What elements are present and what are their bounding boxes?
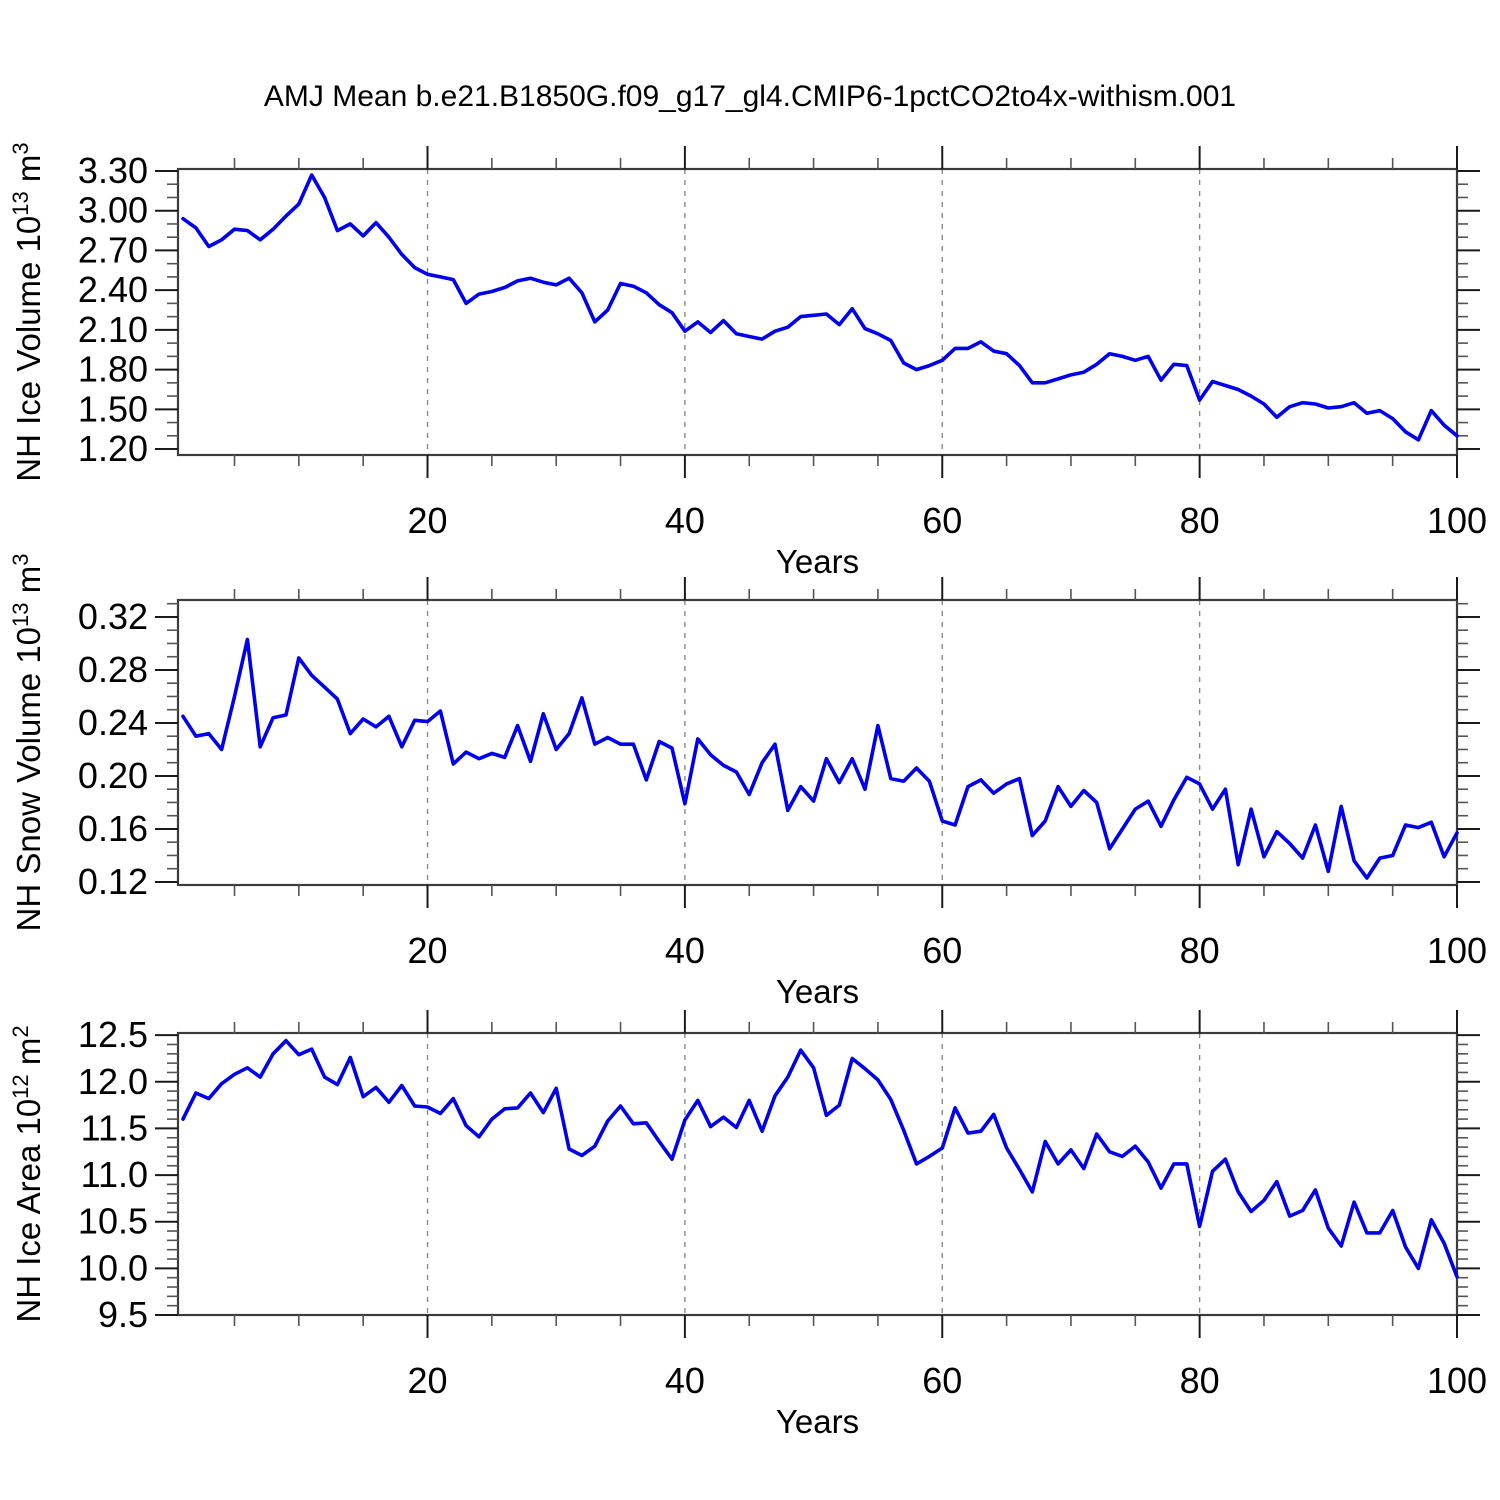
y-tick-label: 3.30: [78, 150, 148, 191]
y-tick-label: 0.20: [78, 755, 148, 796]
y-tick-label: 0.12: [78, 861, 148, 902]
y-tick-label: 0.24: [78, 702, 148, 743]
x-tick-label: 80: [1180, 1360, 1220, 1401]
y-tick-label: 2.10: [78, 309, 148, 350]
y-tick-label: 3.00: [78, 190, 148, 231]
y-tick-label: 2.40: [78, 269, 148, 310]
y-tick-label: 2.70: [78, 229, 148, 270]
y-tick-label: 11.0: [81, 1154, 148, 1195]
y-tick-label: 1.50: [78, 388, 148, 429]
y-axis-label: NH Ice Volume 1013 m3: [8, 142, 48, 481]
x-tick-label: 60: [922, 930, 962, 971]
x-tick-label: 60: [922, 1360, 962, 1401]
chart-1: 20 40 60 80 100 Years 3.303.002.702.402.101.80…: [8, 142, 1488, 580]
y-tick-label: 0.16: [78, 808, 148, 849]
x-tick-label: 100: [1427, 1360, 1487, 1401]
y-tick-label: 10.0: [78, 1247, 148, 1288]
figure-title: AMJ Mean b.e21.B1850G.f09_g17_gl4.CMIP6-…: [263, 80, 1237, 113]
x-tick-label: 100: [1427, 930, 1487, 971]
x-axis-label: Years: [776, 973, 859, 1010]
x-tick-label: 40: [665, 930, 705, 971]
y-tick-label: 12.5: [78, 1014, 148, 1055]
series-line: [181, 1038, 1459, 1279]
plot-frame: [176, 598, 1459, 887]
x-tick-label: 20: [407, 1360, 447, 1401]
y-tick-label: 0.28: [78, 649, 148, 690]
plot-frame: [176, 1031, 1459, 1317]
x-tick-label: 20: [407, 930, 447, 971]
y-tick-label: 10.5: [78, 1201, 148, 1242]
x-tick-label: 40: [665, 1360, 705, 1401]
x-tick-label: 100: [1427, 500, 1487, 541]
series-line: [181, 173, 1459, 442]
y-tick-label: 0.32: [78, 596, 148, 637]
x-axis-label: Years: [776, 1403, 859, 1440]
x-tick-label: 60: [922, 500, 962, 541]
x-axis-label: Years: [776, 543, 859, 580]
plot-frame: [176, 167, 1459, 457]
x-tick-label: 80: [1180, 930, 1220, 971]
y-tick-label: 1.80: [78, 349, 148, 390]
y-tick-label: 9.5: [98, 1294, 148, 1335]
series-line: [181, 637, 1459, 880]
y-tick-label: 12.0: [78, 1061, 148, 1102]
chart-2: 20 40 60 80 100 Years 0.32 0.28 0.24 0.20 0.16 0.12…: [8, 554, 1488, 1010]
y-tick-label: 1.20: [78, 428, 148, 469]
y-tick-label: 11.5: [81, 1107, 148, 1148]
x-tick-label: 20: [407, 500, 447, 541]
y-axis-label: NH Snow Volume 1013 m3: [8, 554, 48, 932]
x-tick-label: 80: [1180, 500, 1220, 541]
y-axis-label: NH Ice Area 1012 m2: [8, 1025, 48, 1322]
chart-3: 20 40 60 80 100 Years 12.5 12.0 11.5 11.0 10.5 10.0…: [8, 1010, 1487, 1440]
x-tick-label: 40: [665, 500, 705, 541]
